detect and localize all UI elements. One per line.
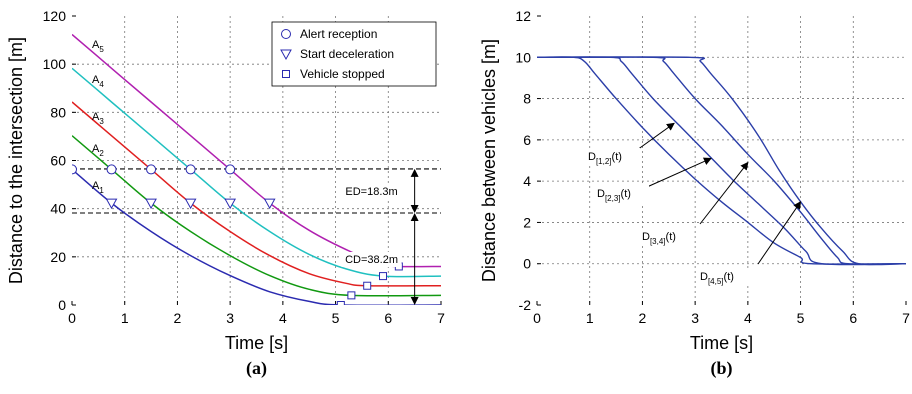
legend-entry-label: Start deceleration xyxy=(300,47,394,61)
series-label-bg xyxy=(586,148,640,166)
x-tick-label: 7 xyxy=(437,310,445,326)
vehicle-stopped-marker xyxy=(336,301,345,305)
series-label-a4: A4 xyxy=(92,74,104,89)
series-label-a1: A1 xyxy=(92,180,104,195)
x-tick-label: 4 xyxy=(744,310,752,326)
y-tick-label: 120 xyxy=(43,8,67,24)
alert-reception-marker xyxy=(185,164,196,175)
chart-panel-a: 0 1 2 3 4 5 6 7 0 20 40 60 80 100 120 Time [s] Distance … xyxy=(6,8,445,379)
annotation-label: ED=18.3m xyxy=(345,186,397,198)
series-line xyxy=(537,56,906,266)
x-tick-label: 2 xyxy=(639,310,647,326)
series-line-a4 xyxy=(72,67,441,278)
legend-box xyxy=(271,21,437,87)
x-tick-label: 7 xyxy=(902,310,910,326)
x-tick-label: 6 xyxy=(384,310,392,326)
vehicle-stopped-marker xyxy=(347,291,356,300)
y-tick-label: 2 xyxy=(523,214,531,230)
annotation-bg xyxy=(341,252,402,268)
vehicle-stopped-marker xyxy=(379,272,388,281)
x-axis-label: Time [s] xyxy=(225,333,288,353)
series-label-a2: A2 xyxy=(92,143,104,158)
annotation-label: CD=38.2m xyxy=(345,254,398,266)
y-tick-label: 40 xyxy=(50,201,66,217)
alert-reception-marker xyxy=(106,164,117,175)
series-line-a2 xyxy=(72,135,441,297)
legend: Alert reception Start deceleration Vehicle… xyxy=(271,21,437,87)
series-line-a3 xyxy=(72,101,441,287)
series-label-bg xyxy=(640,228,694,246)
legend-square-marker xyxy=(282,70,290,78)
y-tick-label: 10 xyxy=(515,49,531,65)
legend-circle-marker xyxy=(281,29,291,39)
series-label-arrow xyxy=(646,157,712,188)
series-label-arrow xyxy=(757,200,802,265)
x-tick-label: 1 xyxy=(586,310,594,326)
alert-reception-marker xyxy=(146,164,157,175)
start-deceleration-marker xyxy=(145,198,157,210)
y-tick-label: -2 xyxy=(519,297,532,313)
y-tick-label: 8 xyxy=(523,91,531,107)
annotation-bg xyxy=(341,183,402,199)
series-label-bg xyxy=(595,185,649,203)
series-label-a3: A3 xyxy=(92,111,104,126)
vehicle-stopped-marker xyxy=(363,281,372,290)
series-label-arrow xyxy=(699,161,749,225)
x-tick-label: 3 xyxy=(691,310,699,326)
x-axis-label: Time [s] xyxy=(690,333,753,353)
alert-reception-marker xyxy=(72,164,77,175)
series-line xyxy=(537,56,906,266)
x-tick-label: 5 xyxy=(332,310,340,326)
start-deceleration-marker xyxy=(263,198,276,210)
x-tick-label: 2 xyxy=(174,310,182,326)
y-tick-label: 80 xyxy=(50,104,66,120)
x-tick-label: 3 xyxy=(226,310,234,326)
x-tick-label: 0 xyxy=(68,310,76,326)
y-tick-label: 6 xyxy=(523,132,531,148)
y-axis-label: Distance between vehicles [m] xyxy=(479,39,499,282)
y-tick-label: 4 xyxy=(523,173,531,189)
series-label: D[1,2](t) xyxy=(588,151,622,166)
panel-label: (b) xyxy=(711,358,733,379)
y-tick-label: 0 xyxy=(523,256,531,272)
series-line xyxy=(537,56,906,265)
x-tick-label: 0 xyxy=(533,310,541,326)
y-tick-label: 0 xyxy=(58,297,66,313)
y-tick-label: 20 xyxy=(50,249,66,265)
y-tick-label: 12 xyxy=(515,8,531,24)
series-label: D[3,4](t) xyxy=(642,231,676,246)
legend-entry-label: Alert reception xyxy=(300,27,377,41)
y-tick-label: 60 xyxy=(50,153,66,169)
alert-reception-marker xyxy=(225,164,236,175)
legend-triangle-marker xyxy=(280,49,292,61)
series-group xyxy=(72,33,441,305)
series-label-arrow xyxy=(636,122,675,151)
legend-entry-label: Vehicle stopped xyxy=(300,67,385,81)
series-label: D[4,5](t) xyxy=(700,271,734,286)
y-axis-label: Distance to the intersection [m] xyxy=(6,37,26,284)
start-deceleration-marker xyxy=(224,198,236,210)
x-tick-label: 6 xyxy=(849,310,857,326)
x-tick-label: 5 xyxy=(797,310,805,326)
series-label: D[2,3](t) xyxy=(597,188,631,203)
panel-label: (a) xyxy=(246,358,267,379)
series-label-a5: A5 xyxy=(92,39,104,54)
start-deceleration-marker xyxy=(105,198,118,210)
x-tick-label: 1 xyxy=(121,310,129,326)
series-label-bg xyxy=(698,268,752,286)
start-deceleration-marker xyxy=(184,198,197,210)
x-tick-label: 4 xyxy=(279,310,287,326)
y-tick-label: 100 xyxy=(43,56,67,72)
